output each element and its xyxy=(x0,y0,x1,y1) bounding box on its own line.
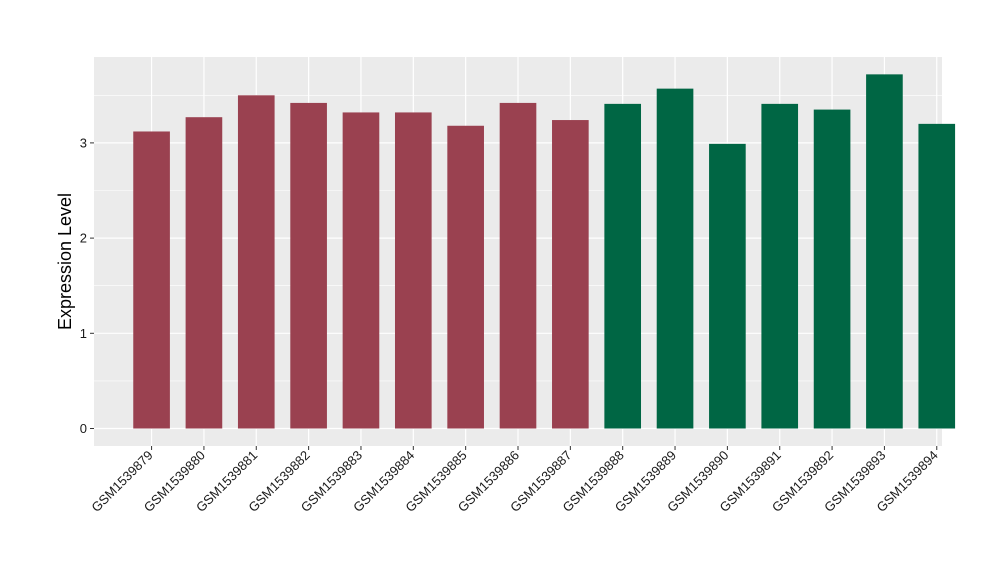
bar-GSM1539880 xyxy=(185,117,223,429)
y-axis: 0 1 2 3 xyxy=(80,135,94,436)
bar-GSM1539879 xyxy=(133,131,170,429)
bar-GSM1539887 xyxy=(552,120,589,429)
bar-GSM1539894 xyxy=(918,123,956,429)
y-tick-label: 0 xyxy=(80,421,87,436)
bar-GSM1539893 xyxy=(866,74,903,429)
bar-GSM1539886 xyxy=(499,102,537,429)
bar-GSM1539890 xyxy=(709,143,746,429)
bar-GSM1539892 xyxy=(813,109,851,429)
y-tick-label: 2 xyxy=(80,231,87,246)
x-axis: GSM1539879GSM1539880GSM1539881GSM1539882… xyxy=(88,446,941,515)
bar-GSM1539885 xyxy=(447,125,484,429)
bar-GSM1539884 xyxy=(394,112,432,429)
bar-GSM1539889 xyxy=(656,88,694,429)
bar-GSM1539883 xyxy=(342,112,380,429)
bar-GSM1539881 xyxy=(237,95,275,429)
y-tick-label: 3 xyxy=(80,135,87,150)
bars xyxy=(133,74,956,429)
y-tick-label: 1 xyxy=(80,326,87,341)
bar-GSM1539888 xyxy=(604,103,642,429)
y-axis-title: Expression Level xyxy=(55,193,75,330)
bar-GSM1539882 xyxy=(290,102,327,429)
bar-GSM1539891 xyxy=(761,103,799,429)
